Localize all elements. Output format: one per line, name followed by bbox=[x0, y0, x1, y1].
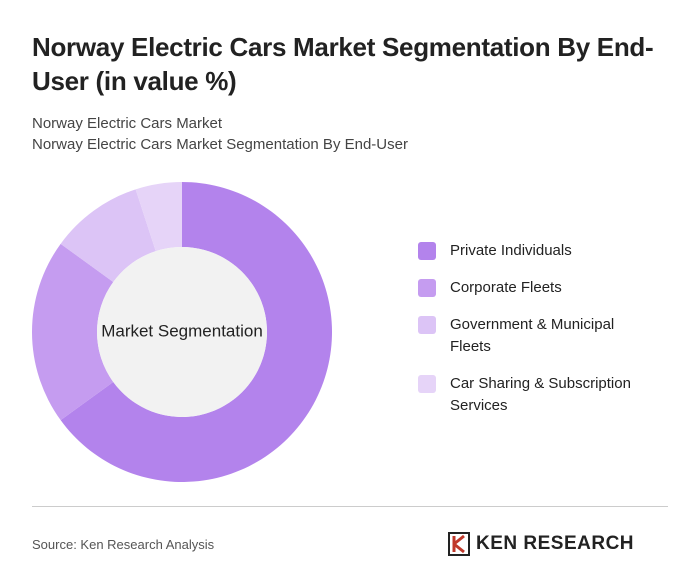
legend-item: Private Individuals bbox=[418, 240, 658, 262]
legend-item: Government & Municipal Fleets bbox=[418, 314, 658, 358]
legend-swatch bbox=[418, 316, 436, 334]
legend: Private Individuals Corporate Fleets Gover… bbox=[418, 240, 658, 432]
legend-label: Private Individuals bbox=[450, 242, 572, 259]
legend-label: Government & Municipal Fleets bbox=[450, 316, 615, 355]
divider bbox=[32, 506, 668, 507]
legend-label: Car Sharing & Subscription Services bbox=[450, 375, 631, 414]
legend-swatch bbox=[418, 375, 436, 393]
source: Source: Ken Research Analysis bbox=[32, 537, 215, 552]
donut-segment bbox=[135, 182, 182, 252]
legend-item: Corporate Fleets bbox=[418, 277, 658, 299]
brand-name: KEN RESEARCH bbox=[476, 533, 635, 554]
subtitle: Norway Electric Cars Market Segmentation… bbox=[32, 136, 408, 153]
donut-segment bbox=[31, 243, 114, 421]
subtitle: Norway Electric Cars Market bbox=[32, 115, 223, 132]
donut-segment bbox=[60, 189, 156, 283]
legend-label: Corporate Fleets bbox=[450, 279, 562, 296]
legend-item: Car Sharing & Subscription Services bbox=[418, 373, 658, 417]
legend-swatch bbox=[418, 279, 436, 297]
center-label: Market Segmentation bbox=[101, 321, 263, 340]
donut-segment bbox=[60, 182, 333, 483]
subtitles: Norway Electric Cars Market Norway Elect… bbox=[32, 113, 408, 155]
legend-swatch bbox=[418, 242, 436, 260]
logo-icon bbox=[448, 532, 470, 556]
title: Norway Electric Cars Market Segmentation… bbox=[32, 32, 654, 96]
brand-logo: KEN RESEARCH bbox=[448, 532, 634, 556]
center-disc bbox=[97, 247, 267, 417]
donut-chart: Market Segmentation bbox=[31, 182, 333, 483]
